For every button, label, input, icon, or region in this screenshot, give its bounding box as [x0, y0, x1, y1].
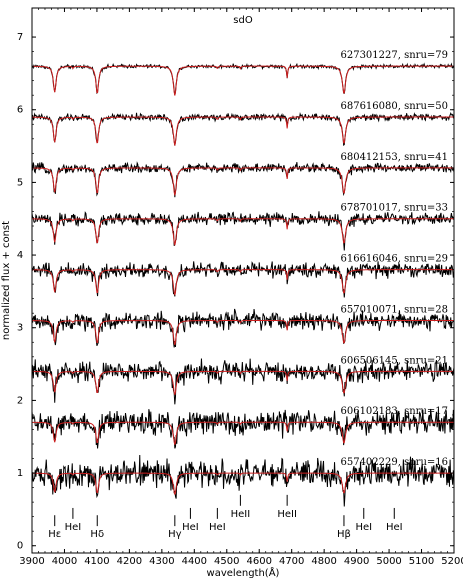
x-tick-label: 4100: [84, 556, 109, 567]
line-marker-label: Hβ: [337, 529, 351, 540]
x-tick-label: 5000: [376, 556, 401, 567]
series-label: 687616080, snru=50: [340, 101, 448, 112]
line-marker-label: HeI: [209, 522, 226, 533]
line-marker-label: Hγ: [168, 529, 182, 540]
x-axis-ticks: 3900 4000 4100 4200 4300 4400 4500 4600 4700 4800…: [19, 8, 463, 567]
x-tick-label: 4700: [279, 556, 304, 567]
y-tick-label: 3: [17, 323, 23, 334]
model-spectrum: [32, 269, 454, 296]
y-tick-label: 7: [17, 32, 23, 43]
series-label: 678701017, snru=33: [340, 203, 448, 214]
x-tick-label: 5100: [409, 556, 434, 567]
model-spectrum: [32, 319, 454, 346]
model-spectrum: [31, 218, 454, 246]
series-label: 627301227, snru=79: [340, 50, 448, 61]
x-tick-label: 4500: [214, 556, 239, 567]
series-label: 680412153, snru=41: [340, 152, 448, 163]
model-spectrum: [31, 65, 454, 96]
line-marker-label: HeI: [65, 522, 82, 533]
y-tick-label: 5: [17, 177, 23, 188]
line-marker-label: HeI: [182, 522, 199, 533]
line-marker-label: HeII: [277, 509, 297, 520]
y-tick-label: 1: [17, 468, 23, 479]
plot-frame: [31, 7, 455, 554]
chart-title: sdO: [233, 15, 253, 26]
x-tick-label: 4200: [117, 556, 142, 567]
series-labels-layer: 627301227, snru=79 687616080, snru=50 6804…: [340, 50, 448, 468]
series-label: 657402229, snru=16: [340, 457, 448, 468]
model-spectrum: [31, 116, 454, 146]
x-tick-label: 4400: [182, 556, 207, 567]
x-tick-label: 4000: [52, 556, 77, 567]
y-axis-label: normalized flux + const: [1, 221, 12, 340]
series-label: 616616046, snru=29: [340, 254, 448, 265]
line-marker-label: Hε: [48, 529, 61, 540]
observed-spectrum: [31, 261, 455, 298]
y-tick-label: 0: [17, 541, 23, 552]
x-tick-label: 4800: [311, 556, 336, 567]
model-spectrum: [31, 167, 454, 196]
observed-spectrum: [31, 358, 455, 405]
x-tick-label: 4600: [247, 556, 272, 567]
series-label: 657010071, snru=28: [340, 304, 448, 315]
y-tick-label: 4: [17, 250, 23, 261]
line-marker-label: HeI: [386, 522, 403, 533]
model-spectrum: [31, 472, 454, 495]
x-axis-label: wavelength(Å): [207, 566, 280, 579]
line-marker-label: HeII: [231, 509, 251, 520]
observed-spectrum: [31, 211, 455, 251]
x-tick-label: 3900: [19, 556, 44, 567]
y-tick-label: 6: [17, 105, 23, 116]
line-marker-label: HeI: [355, 522, 372, 533]
y-axis-ticks: 0 1 2 3 4 5 6 7: [17, 32, 454, 552]
x-tick-label: 4300: [149, 556, 174, 567]
x-tick-label: 4900: [344, 556, 369, 567]
series-label: 606506145, snru=21: [340, 355, 448, 366]
spectra-layer: [31, 62, 455, 507]
series-label: 606102183, snru=17: [340, 406, 448, 417]
model-spectrum: [32, 370, 454, 396]
y-tick-label: 2: [17, 395, 23, 406]
observed-spectrum: [31, 408, 455, 449]
model-spectrum: [31, 421, 454, 445]
line-marker-label: Hδ: [90, 529, 104, 540]
